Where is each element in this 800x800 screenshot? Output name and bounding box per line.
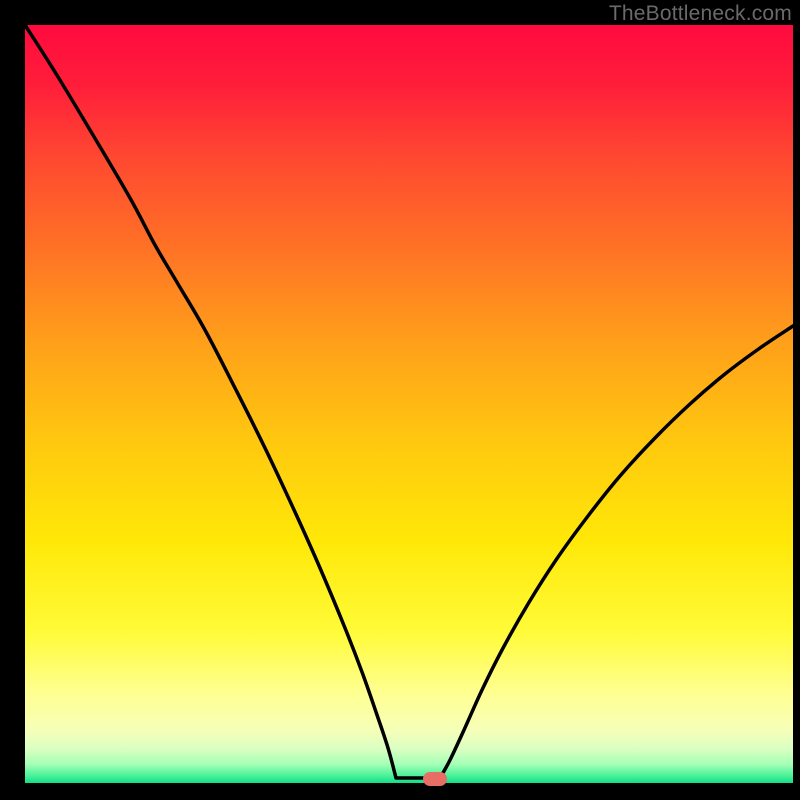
chart-background xyxy=(25,25,793,783)
chart-container: TheBottleneck.com xyxy=(0,0,800,800)
bottleneck-chart xyxy=(0,0,800,800)
optimal-point-marker xyxy=(423,772,447,786)
watermark-text: TheBottleneck.com xyxy=(609,2,792,26)
